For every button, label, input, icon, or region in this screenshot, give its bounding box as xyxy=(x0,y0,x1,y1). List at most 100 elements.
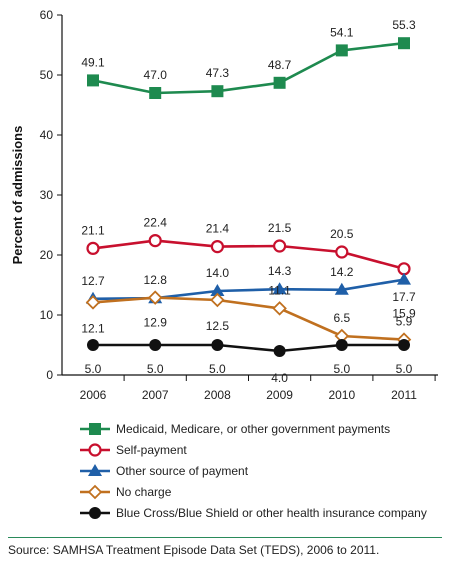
data-label-bcbs: 5.0 xyxy=(396,362,413,376)
data-point-self xyxy=(273,239,287,253)
data-label-nocharge: 11.1 xyxy=(268,283,291,297)
data-point-self xyxy=(335,245,349,259)
series-line-self xyxy=(92,239,405,271)
legend-swatch-marker xyxy=(89,423,101,435)
data-point-medicaid xyxy=(273,76,286,89)
data-point-self xyxy=(210,240,224,254)
legend-label: No charge xyxy=(116,485,172,499)
legend-item-bcbs: Blue Cross/Blue Shield or other health i… xyxy=(80,504,450,525)
y-tick-label: 30 xyxy=(40,188,54,202)
x-tick-label: 2007 xyxy=(142,388,169,402)
x-tick-label: 2011 xyxy=(391,388,417,402)
source-note: Source: SAMHSA Treatment Episode Data Se… xyxy=(8,543,380,557)
data-label-medicaid: 55.3 xyxy=(392,18,416,32)
data-label-medicaid: 48.7 xyxy=(268,58,292,72)
data-point-bcbs xyxy=(335,339,348,351)
data-point-medicaid xyxy=(335,44,348,57)
legend-swatch xyxy=(80,443,110,457)
data-point-medicaid xyxy=(149,87,162,99)
x-tick-label: 2006 xyxy=(80,388,107,402)
data-point-nocharge xyxy=(85,295,101,310)
data-label-other: 12.8 xyxy=(144,273,168,287)
data-point-bcbs xyxy=(398,339,410,351)
data-label-medicaid: 54.1 xyxy=(330,25,354,39)
data-label-self: 17.7 xyxy=(392,290,416,304)
data-label-other: 14.3 xyxy=(268,264,292,278)
chart-legend: Medicaid, Medicare, or other government … xyxy=(80,420,450,525)
y-tick-label: 0 xyxy=(46,368,53,382)
data-label-nocharge: 12.1 xyxy=(81,321,105,335)
series-line-bcbs xyxy=(93,343,404,353)
y-tick-label: 50 xyxy=(40,68,54,82)
y-axis-title: Percent of admissions xyxy=(10,126,25,265)
data-point-other xyxy=(334,282,349,295)
series-medicaid: 49.1 47.0 47.3 48.7 54.1 55.3 xyxy=(81,18,416,99)
data-point-bcbs xyxy=(149,339,162,351)
data-label-self: 21.5 xyxy=(268,221,292,235)
data-label-self: 22.4 xyxy=(144,216,168,230)
x-tick-label: 2008 xyxy=(204,388,231,402)
data-point-bcbs xyxy=(87,339,99,351)
data-point-other xyxy=(210,284,225,296)
series-bcbs: 5.0 5.0 5.0 4.0 5.0 5.0 xyxy=(85,339,413,385)
data-label-other: 15.9 xyxy=(392,307,416,321)
legend-swatch xyxy=(80,507,110,519)
legend-swatch-marker xyxy=(89,507,101,519)
data-label-medicaid: 49.1 xyxy=(81,55,105,69)
legend-item-medicaid: Medicaid, Medicare, or other government … xyxy=(80,420,450,441)
legend-swatch-marker xyxy=(88,464,102,476)
series-line-other xyxy=(92,278,405,301)
data-point-other xyxy=(397,272,411,285)
data-label-bcbs: 5.0 xyxy=(85,362,102,376)
series-other: 12.7 12.8 14.0 14.3 14.2 15.9 xyxy=(81,264,416,320)
data-label-medicaid: 47.0 xyxy=(144,68,168,82)
data-point-nocharge xyxy=(272,301,287,316)
data-label-nocharge: 12.9 xyxy=(144,316,168,330)
divider xyxy=(8,537,442,538)
x-tick-label: 2009 xyxy=(266,388,293,402)
legend-item-self: Self-payment xyxy=(80,441,450,462)
data-point-medicaid xyxy=(211,85,224,98)
series-line-medicaid xyxy=(92,41,405,95)
data-label-other: 14.2 xyxy=(330,265,354,279)
legend-swatch xyxy=(80,464,110,476)
data-point-self xyxy=(148,234,162,248)
data-label-other: 12.7 xyxy=(81,274,105,288)
data-point-self xyxy=(86,241,100,255)
data-point-medicaid xyxy=(398,37,410,50)
data-point-medicaid xyxy=(87,74,99,87)
data-label-medicaid: 47.3 xyxy=(206,66,230,80)
legend-label: Other source of payment xyxy=(116,464,249,478)
series-line-nocharge xyxy=(92,296,405,341)
series-self: 21.1 22.4 21.4 21.5 20.5 17.7 xyxy=(81,216,416,304)
data-label-bcbs: 5.0 xyxy=(147,362,164,376)
y-tick-label: 10 xyxy=(40,308,54,322)
legend-item-nocharge: No charge xyxy=(80,483,450,504)
data-label-other: 14.0 xyxy=(206,266,230,280)
legend-label: Blue Cross/Blue Shield or other health i… xyxy=(116,506,427,520)
data-point-nocharge xyxy=(210,292,225,308)
data-point-nocharge xyxy=(147,290,163,305)
x-tick-label: 2010 xyxy=(328,388,355,402)
line-chart: 0 10 20 30 40 50 60 2006 2007 2008 2009 2010 2011 Per… xyxy=(10,8,438,402)
data-label-nocharge: 12.5 xyxy=(206,319,230,333)
data-point-bcbs xyxy=(273,345,286,357)
data-label-bcbs: 5.0 xyxy=(333,362,350,376)
data-point-bcbs xyxy=(211,339,224,351)
legend-swatch xyxy=(80,484,110,500)
data-label-self: 21.4 xyxy=(206,222,230,236)
legend-swatch-marker xyxy=(87,484,103,500)
data-label-nocharge: 5.9 xyxy=(396,315,413,329)
data-label-bcbs: 5.0 xyxy=(209,362,226,376)
legend-label: Self-payment xyxy=(116,443,187,457)
y-tick-label: 20 xyxy=(40,248,54,262)
data-point-other xyxy=(272,282,287,295)
y-tick-label: 60 xyxy=(40,8,54,22)
legend-swatch xyxy=(80,423,110,435)
legend-label: Medicaid, Medicare, or other government … xyxy=(116,422,391,436)
data-label-nocharge: 6.5 xyxy=(333,311,350,325)
data-label-bcbs: 4.0 xyxy=(271,371,288,385)
legend-item-other: Other source of payment xyxy=(80,462,450,483)
y-tick-label: 40 xyxy=(40,128,54,142)
legend-swatch-marker xyxy=(88,443,102,457)
